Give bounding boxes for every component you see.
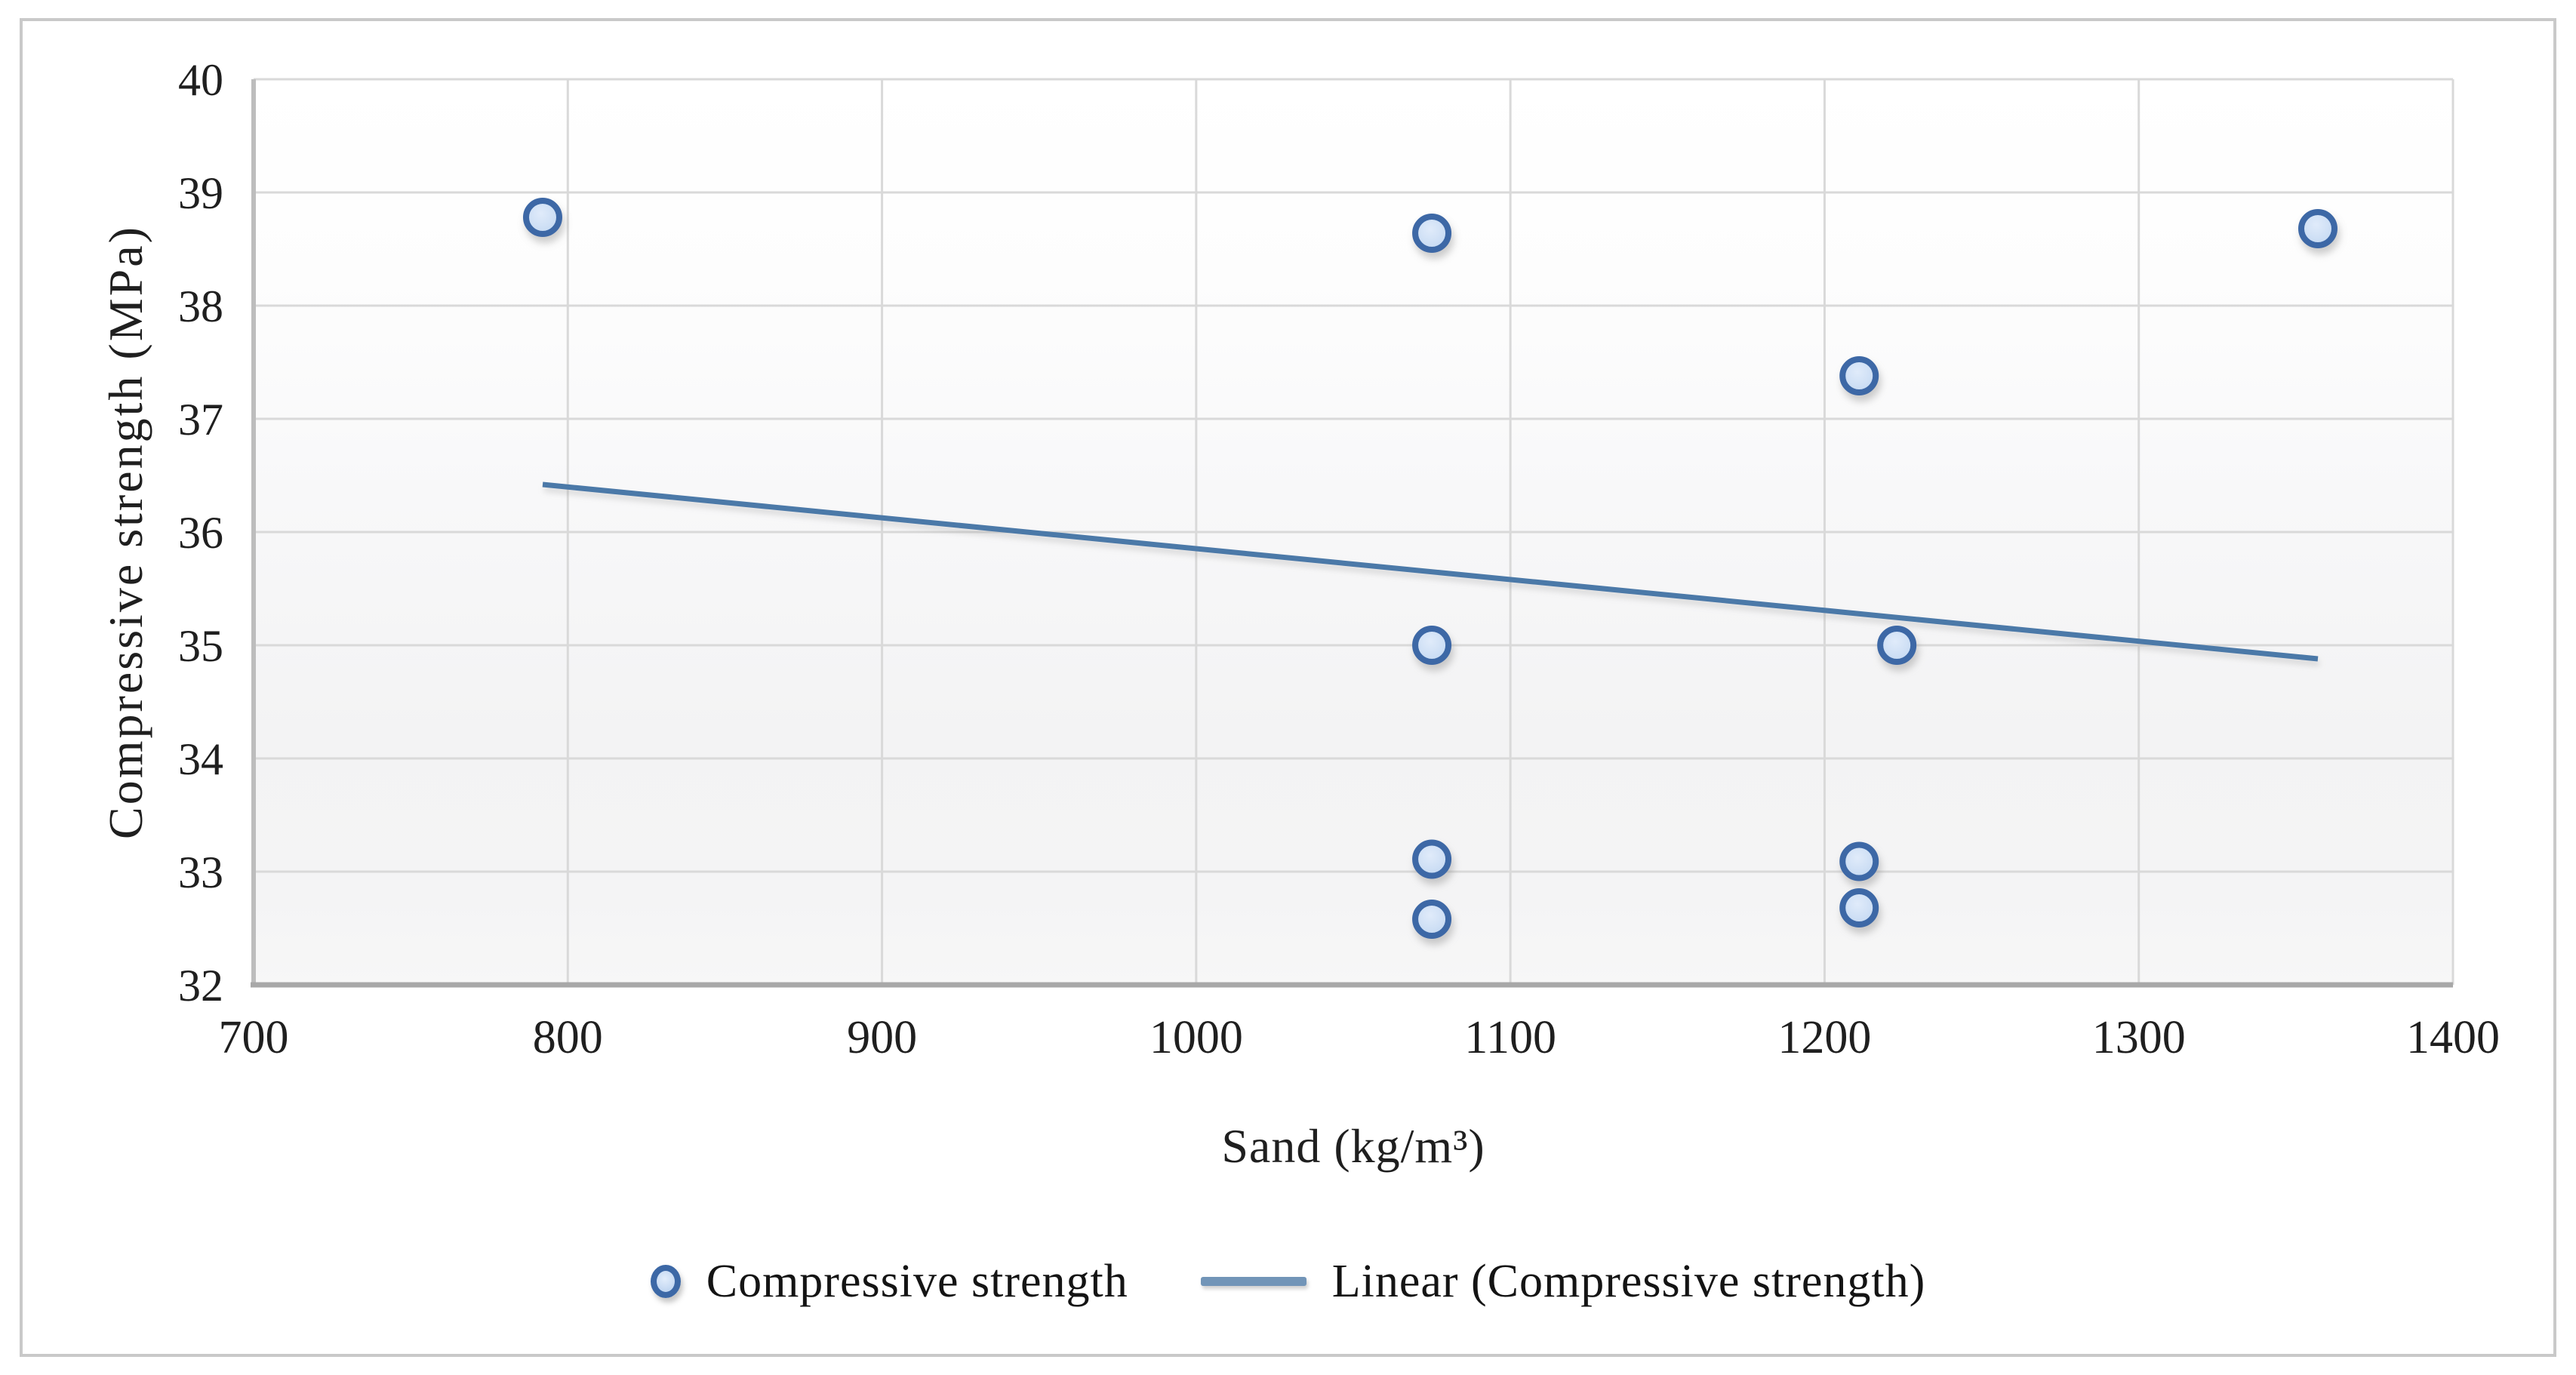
scatter-point <box>1877 626 1917 665</box>
y-tick-label: 40 <box>178 55 223 105</box>
trend-line <box>542 481 2319 662</box>
scatter-point <box>2297 209 2337 248</box>
x-tick-label: 1000 <box>1150 1012 1243 1063</box>
x-tick-label: 1100 <box>1464 1012 1556 1063</box>
y-tick-label: 37 <box>178 395 223 444</box>
y-axis-title: Compressive strength (MPa) <box>99 225 152 839</box>
scatter-point-series <box>522 198 2337 939</box>
y-tick-label: 34 <box>178 734 223 784</box>
legend-label: Linear (Compressive strength) <box>1331 1255 1926 1307</box>
scatter-point <box>522 198 562 237</box>
legend-item-linear-trend: Linear (Compressive strength) <box>1200 1255 1926 1309</box>
x-tick-label: 1200 <box>1777 1012 1871 1063</box>
x-tick-label: 1400 <box>2406 1012 2500 1063</box>
legend-item-compressive-strength: Compressive strength <box>650 1255 1128 1309</box>
line-marker-icon <box>1200 1277 1306 1286</box>
legend-label: Compressive strength <box>706 1255 1128 1307</box>
scatter-point <box>1412 839 1452 879</box>
scatter-point <box>1839 888 1879 927</box>
x-axis-title: Sand (kg/m³) <box>1221 1119 1485 1173</box>
scatter-point <box>1412 900 1452 939</box>
scatter-point <box>1839 356 1879 395</box>
axis-lines <box>251 79 2453 988</box>
x-tick-label: 900 <box>847 1012 917 1063</box>
x-tick-label: 700 <box>219 1012 289 1063</box>
x-axis-tick-labels: 700 800 900 1000 1100 1200 1300 1400 <box>219 1012 2501 1063</box>
y-tick-label: 38 <box>178 281 223 331</box>
y-tick-label: 33 <box>178 847 223 897</box>
trend-line-series <box>542 481 2319 662</box>
horizontal-gridlines <box>254 78 2453 986</box>
y-tick-label: 32 <box>178 961 223 1010</box>
chart-legend: Compressive strength Linear (Compressive… <box>0 1236 2576 1327</box>
y-tick-label: 39 <box>178 168 223 218</box>
y-axis-tick-labels: 40 39 38 37 36 35 34 33 32 <box>178 55 223 1010</box>
scatter-point <box>1412 626 1452 665</box>
x-tick-label: 800 <box>533 1012 603 1063</box>
circle-marker-icon <box>650 1265 681 1298</box>
y-tick-label: 36 <box>178 508 223 558</box>
scatter-point <box>1839 841 1879 881</box>
x-tick-label: 1300 <box>2092 1012 2186 1063</box>
scatter-point <box>1412 214 1452 253</box>
y-tick-label: 35 <box>178 621 223 671</box>
